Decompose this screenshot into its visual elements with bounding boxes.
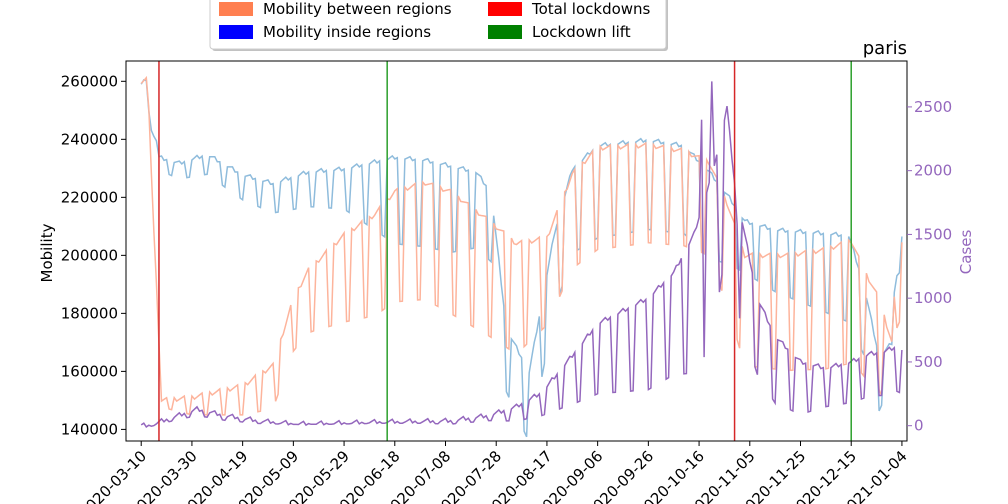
y2-axis-label: Cases (957, 230, 975, 275)
y-tick-label: 200000 (61, 246, 118, 264)
y2-tick-label: 1000 (914, 289, 952, 307)
y2-tick-label: 500 (914, 353, 943, 371)
legend-swatch (219, 2, 253, 16)
legend-swatch (219, 25, 253, 39)
legend: Mobility between regions Total lockdowns M… (209, 0, 668, 51)
left-axis: 140000 160000 180000 200000 220000 240000 2600… (61, 72, 126, 438)
y-tick-label: 160000 (61, 362, 118, 380)
x-axis: 2020-03-102020-03-302020-04-192020-05-09… (76, 441, 911, 504)
y2-tick-label: 2000 (914, 162, 952, 180)
lockdown-lines (158, 61, 852, 441)
legend-label: Mobility inside regions (263, 23, 431, 41)
right-axis: 0 500 1000 1500 2000 2500 (907, 98, 952, 435)
y-tick-label: 240000 (61, 130, 118, 148)
y2-tick-label: 0 (914, 417, 924, 435)
plot-frame (125, 60, 908, 442)
y-tick-label: 260000 (61, 72, 118, 90)
legend-box (209, 0, 667, 50)
y2-tick-label: 2500 (914, 98, 952, 116)
y2-tick-label: 1500 (914, 225, 952, 243)
legend-swatch (488, 25, 522, 39)
series-line-1 (140, 79, 903, 438)
series-line-3 (140, 81, 903, 428)
legend-swatch (488, 2, 522, 16)
plot-lines (140, 75, 903, 438)
legend-label: Mobility between regions (263, 0, 452, 18)
y-tick-label: 180000 (61, 304, 118, 322)
legend-label: Lockdown lift (532, 23, 631, 41)
y-tick-label: 140000 (61, 420, 118, 438)
series-line-2 (140, 75, 903, 416)
y-tick-label: 220000 (61, 188, 118, 206)
chart-title: paris (863, 38, 907, 59)
legend-label: Total lockdowns (531, 0, 651, 18)
y-axis-label: Mobility (38, 223, 56, 282)
